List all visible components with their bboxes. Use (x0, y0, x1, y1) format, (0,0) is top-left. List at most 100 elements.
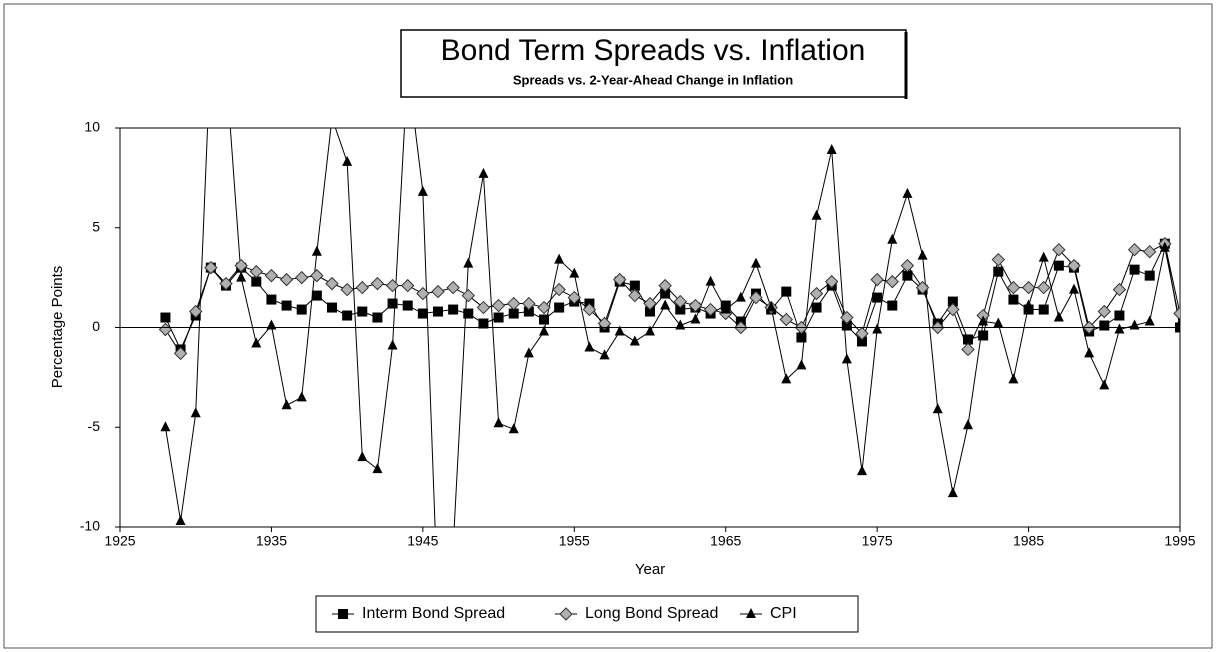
point (1144, 315, 1155, 326)
point (1008, 373, 1019, 384)
point (327, 302, 337, 313)
point (885, 274, 899, 289)
point (1099, 379, 1110, 390)
point (493, 312, 504, 323)
point (296, 304, 307, 315)
y-tick-label: -5 (88, 418, 101, 434)
point (1008, 294, 1019, 305)
point (961, 342, 975, 357)
point (826, 143, 837, 154)
point (675, 304, 686, 315)
point (522, 296, 536, 311)
x-tick-label: 1925 (104, 533, 135, 549)
point (206, 42, 216, 52)
chart-title: Bond Term Spreads vs. Inflation (441, 34, 866, 67)
point (660, 299, 671, 310)
point (1021, 280, 1036, 295)
x-axis-label: Year (635, 561, 665, 578)
point (402, 300, 413, 311)
point (160, 421, 171, 432)
point (311, 290, 322, 301)
point (342, 155, 353, 166)
point (537, 300, 551, 315)
point (401, 278, 415, 293)
point (751, 257, 761, 268)
point (991, 252, 1005, 267)
y-tick-label: -10 (80, 518, 100, 534)
title-box (400, 29, 907, 98)
point (870, 272, 884, 287)
point (703, 302, 718, 317)
point (476, 300, 491, 315)
point (1067, 258, 1081, 273)
point (857, 465, 867, 476)
point (749, 290, 763, 305)
point (463, 257, 474, 268)
point (340, 282, 354, 297)
point (902, 187, 913, 198)
x-tick-label: 1965 (710, 533, 741, 549)
point (629, 335, 640, 346)
point (781, 373, 792, 384)
point (478, 318, 489, 329)
x-tick-label: 1945 (407, 533, 438, 549)
series-line (164, 128, 1180, 527)
point (978, 315, 989, 326)
point (1006, 280, 1021, 295)
point (1173, 306, 1180, 321)
point (720, 303, 731, 314)
point (766, 301, 777, 312)
point (279, 272, 294, 287)
point (281, 300, 292, 311)
legend-label: Long Bond Spread (585, 605, 718, 622)
point (554, 253, 565, 264)
point (311, 245, 322, 256)
point (327, 112, 337, 122)
point (173, 346, 188, 361)
point (385, 278, 400, 293)
x-tick-label: 1995 (1164, 533, 1195, 549)
y-tick-label: 5 (92, 218, 100, 234)
point (1052, 242, 1066, 257)
y-axis-label: Percentage Points (49, 266, 66, 389)
point (523, 306, 534, 317)
legend-label: Interm Bond Spread (362, 605, 505, 622)
point (902, 270, 913, 281)
point (1053, 311, 1064, 322)
point (1023, 299, 1034, 310)
point (417, 185, 428, 196)
point (947, 296, 958, 307)
x-tick-label: 1985 (1013, 533, 1044, 549)
legend-box (315, 595, 859, 633)
point (643, 296, 657, 311)
point (993, 266, 1004, 277)
point (915, 280, 930, 295)
point (251, 337, 262, 348)
point (160, 312, 171, 323)
y-tick-label: 0 (92, 318, 100, 334)
point (431, 284, 445, 299)
point (872, 292, 883, 303)
point (355, 280, 369, 295)
point (1084, 347, 1095, 358)
point (705, 275, 716, 286)
legend-marker (338, 609, 348, 619)
point (1175, 317, 1180, 328)
point (266, 319, 277, 330)
point (1129, 264, 1140, 275)
legend-marker (559, 607, 573, 621)
point (1038, 304, 1049, 315)
point (539, 314, 549, 325)
y-tick-label: 10 (84, 119, 100, 135)
point (1099, 320, 1110, 331)
point (690, 313, 701, 324)
point (840, 310, 854, 325)
point (1037, 280, 1051, 295)
point (946, 302, 960, 317)
point (645, 306, 655, 317)
point (809, 286, 824, 301)
point (370, 276, 385, 291)
point (582, 302, 597, 317)
point (872, 323, 883, 334)
